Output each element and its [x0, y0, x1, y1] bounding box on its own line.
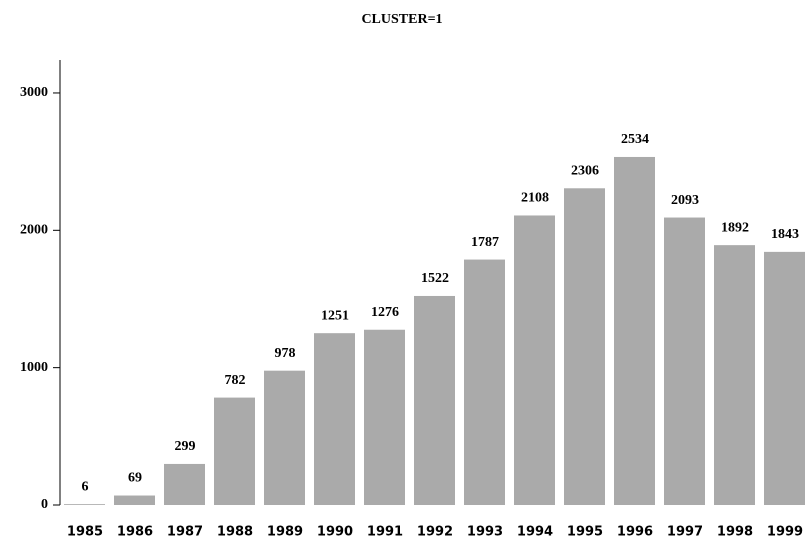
bar: [314, 333, 355, 505]
bar: [214, 397, 255, 505]
x-tick-label: 1989: [267, 525, 303, 540]
value-label: 6: [82, 479, 89, 494]
value-label: 2093: [671, 193, 699, 208]
x-tick-label: 1996: [617, 525, 653, 540]
value-label: 782: [225, 373, 246, 388]
bar: [264, 370, 305, 505]
bar: [664, 217, 705, 505]
value-label: 299: [175, 439, 196, 454]
value-label: 1787: [471, 235, 499, 250]
bar: [64, 504, 105, 505]
bar: [414, 295, 455, 505]
y-tick-label: 0: [41, 497, 48, 512]
bar: [564, 188, 605, 505]
value-label: 1251: [321, 308, 349, 323]
value-label: 2108: [521, 191, 549, 206]
x-tick-label: 1994: [517, 525, 553, 540]
x-tick-label: 1987: [167, 525, 203, 540]
y-tick-label: 1000: [20, 360, 48, 375]
value-label: 2534: [621, 132, 649, 147]
value-label: 978: [275, 346, 296, 361]
bar: [364, 329, 405, 505]
x-tick-label: 1998: [717, 525, 753, 540]
x-tick-label: 1988: [217, 525, 253, 540]
value-label: 1892: [721, 220, 749, 235]
bar: [464, 259, 505, 505]
bar: [714, 245, 755, 505]
value-label: 1843: [771, 227, 799, 242]
bar: [514, 215, 555, 505]
bar: [114, 495, 155, 505]
chart-title: CLUSTER=1: [361, 12, 442, 27]
x-tick-label: 1999: [767, 525, 803, 540]
x-tick-label: 1990: [317, 525, 353, 540]
x-tick-label: 1986: [117, 525, 153, 540]
x-tick-label: 1995: [567, 525, 603, 540]
value-label: 1276: [371, 305, 399, 320]
value-label: 1522: [421, 271, 449, 286]
x-tick-label: 1993: [467, 525, 503, 540]
x-tick-label: 1997: [667, 525, 703, 540]
x-tick-label: 1991: [367, 525, 403, 540]
value-label: 69: [128, 471, 142, 486]
bar: [164, 463, 205, 505]
value-label: 2306: [571, 163, 599, 178]
x-tick-label: 1992: [417, 525, 453, 540]
x-tick-label: 1985: [67, 525, 103, 540]
y-tick-label: 2000: [20, 223, 48, 238]
bar: [614, 156, 655, 505]
bar: [764, 251, 805, 505]
y-tick-label: 3000: [20, 85, 48, 100]
